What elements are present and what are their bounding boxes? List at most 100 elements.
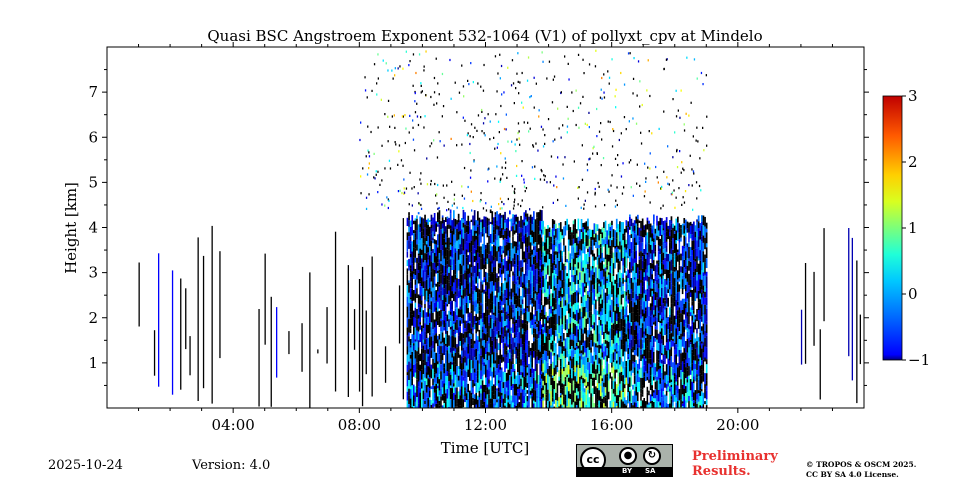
heatmap-cell [486,404,489,408]
heatmap-cell [485,261,487,270]
heatmap-cell [595,287,597,293]
heatmap-cell [596,399,599,406]
heatmap-cell [411,351,414,362]
heatmap-cell [656,307,658,318]
heatmap-cell [513,224,516,231]
heatmap-cell [563,384,565,391]
heatmap-cell [553,380,556,390]
heatmap-cell [572,318,575,323]
heatmap-cell [595,296,597,300]
heatmap-cell [539,358,542,365]
heatmap-cell [459,220,462,231]
heatmap-cell [453,259,455,270]
heatmap-cell [459,306,462,310]
heatmap-cell [567,230,570,240]
heatmap-cell [448,335,450,346]
heatmap-cell [599,348,602,357]
heatmap-cell [612,350,615,353]
heatmap-cell [467,234,470,243]
heatmap-cell [683,373,686,385]
heatmap-cell [411,215,414,226]
heatmap-cell [646,291,649,301]
heatmap-cell [577,323,580,330]
heatmap-cell [515,246,518,254]
heatmap-cell [493,320,495,323]
heatmap-cell [629,342,631,348]
heatmap-cell [575,295,578,303]
heatmap-cell [454,233,457,243]
heatmap-cell [649,334,652,340]
heatmap-cell [559,280,562,288]
heatmap-cell [486,264,489,273]
heatmap-cell [441,380,444,388]
heatmap-cell [425,338,428,345]
heatmap-cell [625,405,628,408]
heatmap-cell [675,248,678,253]
heatmap-cell [677,363,679,368]
heatmap-cell [537,349,540,361]
heatmap-cell [456,398,458,404]
heatmap-cell [567,224,570,231]
heatmap-cell [686,247,689,251]
heatmap-cell [623,384,626,389]
heatmap-cell [662,235,665,242]
heatmap-cell [673,330,676,343]
heatmap-cell [517,403,519,408]
heatmap-cell [630,375,633,387]
heatmap-cell [582,342,584,346]
heatmap-cell [526,375,529,383]
heatmap-cell [685,378,687,387]
heatmap-cell [454,329,457,335]
heatmap-cell [545,262,548,269]
heatmap-cell [580,306,583,312]
heatmap-cell [632,291,634,299]
heatmap-cell [430,310,433,323]
heatmap-cell [475,356,478,360]
heatmap-cell [680,237,682,242]
heatmap-cell [485,398,487,408]
heatmap-cell [669,242,671,254]
heatmap-cell [409,311,412,319]
heatmap-cell [591,325,594,329]
heatmap-cell [563,333,565,341]
heatmap-cell [574,320,576,324]
heatmap-cell [585,388,588,395]
heatmap-cell [488,315,490,323]
heatmap-cell [615,363,618,370]
heatmap-cell [611,225,613,231]
heatmap-cell [456,320,458,331]
heatmap-cell [620,318,623,331]
heatmap-cell [496,273,498,278]
heatmap-cell [526,401,529,406]
heatmap-cell [493,322,495,331]
heatmap-cell [523,251,526,260]
heatmap-cell [559,318,562,326]
heatmap-cell [635,216,638,224]
heatmap-cell [485,216,487,223]
heatmap-cell [459,274,462,283]
heatmap-cell [574,383,576,393]
heatmap-profile [138,262,140,327]
heatmap-cell [669,225,671,233]
heatmap-cell [510,245,513,250]
heatmap-cell [587,357,589,363]
heatmap-cell [419,342,422,354]
heatmap-cell [472,316,474,328]
heatmap-cell [491,386,494,392]
heatmap-cell [625,291,628,296]
heatmap-cell [408,311,410,319]
heatmap-cell [502,307,505,314]
heatmap-cell [424,265,426,273]
heatmap-cell [408,270,410,281]
heatmap-cell [446,294,449,305]
heatmap-cell [689,312,692,317]
heatmap-cell [469,293,471,301]
heatmap-cell [438,269,441,273]
heatmap-cell [609,353,612,363]
heatmap-cell [669,220,671,226]
heatmap-cell [537,304,540,310]
heatmap-cell [478,306,481,311]
heatmap-cell [441,284,444,288]
heatmap-cell [686,370,689,377]
heatmap-cell [556,228,559,240]
